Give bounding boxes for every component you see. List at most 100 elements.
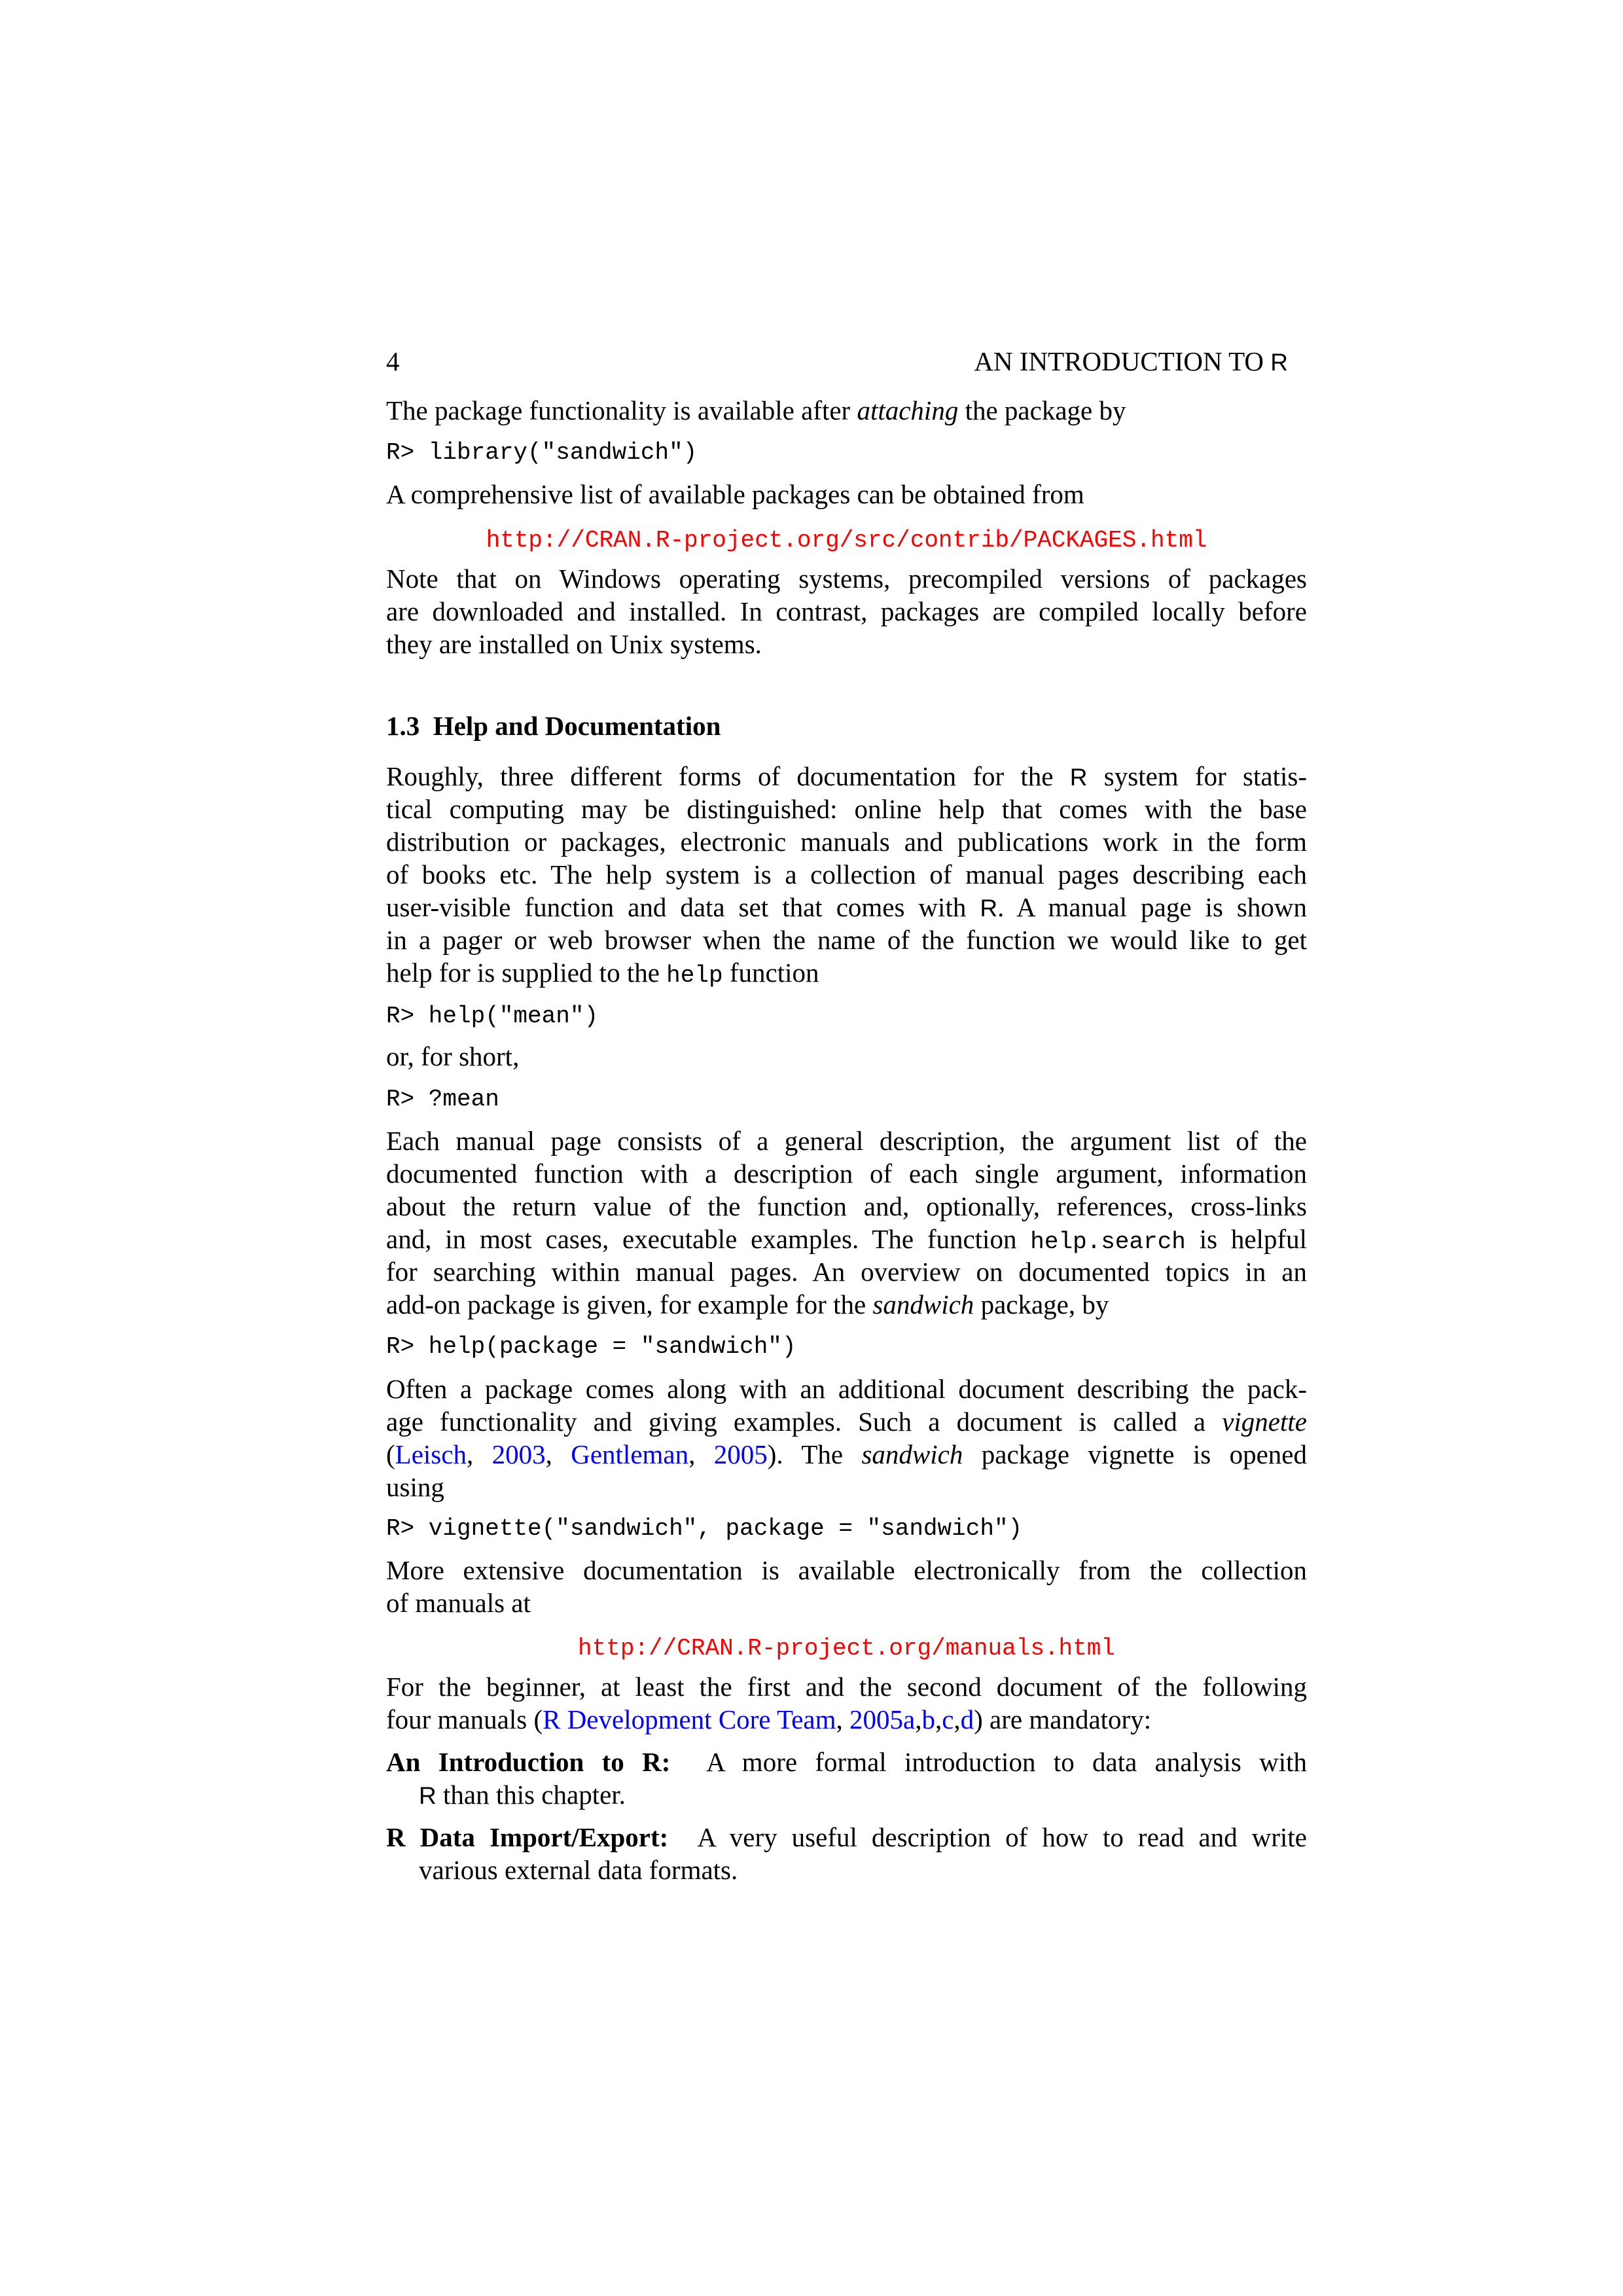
italic-text: sandwich: [861, 1439, 963, 1469]
citation-link[interactable]: b: [921, 1704, 935, 1734]
section-heading-block: 1.3 Help and Documentation: [386, 709, 1307, 742]
code-block: R> vignette("sandwich", package = "sandw…: [386, 1513, 1307, 1545]
citation-link[interactable]: 2003: [491, 1439, 546, 1469]
text-run: of manuals at: [386, 1588, 531, 1618]
text-run: using: [386, 1472, 444, 1502]
paragraph-line: The package functionality is available a…: [386, 394, 1307, 427]
paragraph-line: (Leisch, 2003, Gentleman, 2005). The san…: [386, 1438, 1307, 1471]
paragraph-line: of books etc. The help system is a colle…: [386, 858, 1307, 891]
citation-link[interactable]: Leisch: [395, 1439, 467, 1469]
paragraph: Roughly, three different forms of docume…: [386, 760, 1307, 989]
text-run: about the return value of the function a…: [386, 1191, 1307, 1221]
text-run: . A manual page is shown: [997, 892, 1307, 922]
paragraph-line: age functionality and giving examples. S…: [386, 1405, 1307, 1438]
paragraph-line: are downloaded and installed. In contras…: [386, 595, 1307, 628]
text-run: Often a package comes along with an addi…: [386, 1374, 1307, 1404]
paragraph-line: tical computing may be distinguished: on…: [386, 793, 1307, 825]
text-run: Note that on Windows operating systems, …: [386, 564, 1307, 594]
code-line: R> help(package = "sandwich"): [386, 1333, 796, 1360]
text-run: ,: [688, 1439, 714, 1469]
url-link[interactable]: http://CRAN.R-project.org/manuals.html: [578, 1635, 1115, 1662]
url-display: http://CRAN.R-project.org/src/contrib/PA…: [386, 521, 1307, 554]
paragraph: For the beginner, at least the first and…: [386, 1670, 1307, 1736]
url-line: http://CRAN.R-project.org/manuals.html: [386, 1629, 1307, 1662]
paragraph-line: distribution or packages, electronic man…: [386, 825, 1307, 858]
text-run: is helpful: [1185, 1224, 1307, 1254]
citation-link[interactable]: d: [960, 1704, 974, 1734]
url-link[interactable]: http://CRAN.R-project.org/src/contrib/PA…: [486, 527, 1207, 554]
text-run: are downloaded and installed. In contras…: [386, 596, 1307, 626]
code-block: R> help(package = "sandwich"): [386, 1331, 1307, 1363]
running-title: AN INTRODUCTION TO R: [974, 345, 1288, 378]
citation-link[interactable]: 2005a: [849, 1704, 916, 1734]
paragraph-line: and, in most cases, executable examples.…: [386, 1223, 1307, 1255]
item-line: An Introduction to R: A more formal intr…: [386, 1746, 1307, 1778]
paragraph: Note that on Windows operating systems, …: [386, 562, 1307, 660]
r-logo-text: R: [1069, 764, 1088, 791]
paragraph: The package functionality is available a…: [386, 394, 1307, 427]
text-run: package, by: [974, 1289, 1109, 1319]
text-run: age functionality and giving examples. S…: [386, 1407, 1222, 1437]
item-label: R Data Import/Export:: [386, 1822, 698, 1852]
text-run: The package functionality is available a…: [386, 395, 857, 425]
text-run: ,: [935, 1704, 942, 1734]
text-run: Each manual page consists of a general d…: [386, 1126, 1307, 1156]
text-run: Roughly, three different forms of docume…: [386, 761, 1070, 791]
r-logo-text: R: [980, 895, 998, 922]
paragraph-line: four manuals (R Development Core Team, 2…: [386, 1703, 1307, 1736]
citation-link[interactable]: R Development Core Team: [543, 1704, 836, 1734]
paragraph-line: they are installed on Unix systems.: [386, 628, 1307, 660]
text-run: of books etc. The help system is a colle…: [386, 859, 1307, 889]
text-run: For the beginner, at least the first and…: [386, 1672, 1307, 1702]
text-run: A very useful description of how to read…: [697, 1822, 1307, 1852]
running-header: 4 AN INTRODUCTION TO R: [386, 345, 1288, 378]
paragraph-line: help for is supplied to the help functio…: [386, 956, 1307, 989]
text-run: system for statis-: [1087, 761, 1307, 791]
paragraph-line: More extensive documentation is availabl…: [386, 1554, 1307, 1587]
paragraph: A comprehensive list of available packag…: [386, 478, 1307, 511]
code-block: R> help("mean"): [386, 1000, 1307, 1033]
text-run: and, in most cases, executable examples.…: [386, 1224, 1031, 1254]
text-run: they are installed on Unix systems.: [386, 629, 762, 659]
page-number: 4: [386, 346, 400, 376]
text-run: four manuals (: [386, 1704, 543, 1734]
inline-code: help.search: [1030, 1229, 1186, 1255]
text-run: tical computing may be distinguished: on…: [386, 794, 1307, 824]
text-run: AN INTRODUCTION TO: [974, 346, 1271, 376]
description-list-item: R Data Import/Export: A very useful desc…: [386, 1821, 1307, 1886]
text-run: package vignette is opened: [963, 1439, 1307, 1469]
paragraph-line: in a pager or web browser when the name …: [386, 924, 1307, 956]
item-line: R than this chapter.: [386, 1778, 1307, 1811]
citation-link[interactable]: 2005: [713, 1439, 768, 1469]
text-run: add-on package is given, for example for…: [386, 1289, 873, 1319]
paragraph-line: Roughly, three different forms of docume…: [386, 760, 1307, 793]
paragraph-line: documented function with a description o…: [386, 1157, 1307, 1190]
code-line: R> help("mean"): [386, 1003, 599, 1030]
description-list-item: An Introduction to R: A more formal intr…: [386, 1746, 1307, 1811]
italic-text: sandwich: [872, 1289, 974, 1319]
paragraph: More extensive documentation is availabl…: [386, 1554, 1307, 1619]
paragraph-line: about the return value of the function a…: [386, 1190, 1307, 1223]
text-run: ,: [836, 1704, 849, 1734]
citation-link[interactable]: c: [942, 1704, 954, 1734]
paragraph-line: Note that on Windows operating systems, …: [386, 562, 1307, 595]
paragraph-line: add-on package is given, for example for…: [386, 1288, 1307, 1321]
citation-link[interactable]: Gentleman: [571, 1439, 689, 1469]
text-run: or, for short,: [386, 1041, 520, 1071]
text-run: More extensive documentation is availabl…: [386, 1555, 1307, 1585]
paragraph-line: user-visible function and data set that …: [386, 891, 1307, 924]
section-heading: 1.3 Help and Documentation: [386, 711, 721, 741]
item-line: R Data Import/Export: A very useful desc…: [386, 1821, 1307, 1854]
text-run: ,: [915, 1704, 922, 1734]
text-run: ) are mandatory:: [974, 1704, 1152, 1734]
url-display: http://CRAN.R-project.org/manuals.html: [386, 1629, 1307, 1662]
paragraph: or, for short,: [386, 1040, 1307, 1073]
text-run: A more formal introduction to data analy…: [706, 1747, 1307, 1777]
r-logo-text: R: [419, 1782, 437, 1809]
text-run: function: [722, 958, 819, 988]
r-logo-text: R: [1270, 349, 1288, 376]
code-line: R> library("sandwich"): [386, 439, 698, 466]
paragraph-line: A comprehensive list of available packag…: [386, 478, 1307, 511]
text-run: various external data formats.: [419, 1855, 738, 1885]
code-line: R> ?mean: [386, 1086, 499, 1113]
